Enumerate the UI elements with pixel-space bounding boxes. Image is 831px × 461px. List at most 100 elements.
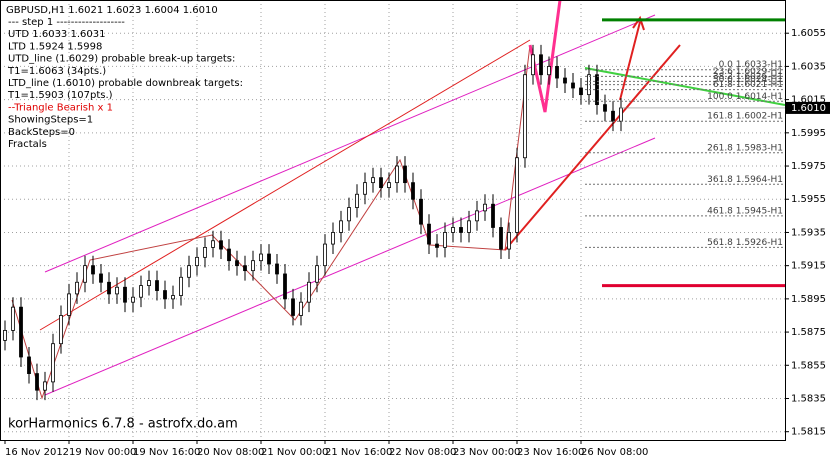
candle-body (203, 246, 207, 258)
candle-body (51, 343, 55, 383)
fib-label: 561.8 1.5926-H1 (707, 238, 783, 248)
watermark: korHarmonics 6.7.8 - astrofx.do.am (8, 417, 238, 432)
candle-body (467, 220, 471, 233)
info-line: --Triangle Bearish x 1 (8, 102, 113, 113)
candle-body (75, 281, 79, 295)
candle-body (475, 210, 479, 222)
y-tick-label: 1.6055 (791, 28, 826, 39)
candle-body (411, 182, 415, 200)
candle-body (363, 182, 367, 195)
fib-label: 100.0 1.6014-H1 (707, 92, 783, 102)
x-tick-label: 16 Nov 2012 (5, 447, 69, 458)
candle-body (619, 107, 623, 122)
y-tick-label: 1.5955 (791, 194, 826, 205)
y-tick-label: 1.5915 (791, 261, 826, 272)
info-line: LTD 1.5924 1.5998 (8, 41, 102, 52)
candle-body (507, 232, 511, 250)
info-line: Fractals (8, 139, 47, 150)
x-tick-label: 26 Nov 08:00 (581, 447, 648, 458)
candle-body (387, 182, 391, 189)
y-tick-label: 1.5995 (791, 128, 826, 139)
zigzag (11, 44, 531, 400)
candle-body (163, 290, 167, 300)
x-tick-label: 23 Nov 16:00 (517, 447, 584, 458)
candle-body (419, 198, 423, 225)
candle-body (459, 227, 463, 233)
candle-body (323, 243, 327, 267)
candle-body (531, 54, 535, 76)
candle-body (179, 276, 183, 296)
channel-line (44, 137, 656, 396)
target-arrow (619, 21, 641, 101)
candle-body (107, 281, 111, 295)
candle-body (291, 298, 295, 316)
x-tick-label: 19 Nov 00:00 (69, 447, 136, 458)
candle-body (251, 260, 255, 272)
candle-body (275, 263, 279, 275)
candle-body (171, 295, 175, 300)
candle-body (147, 280, 151, 286)
y-tick-label: 1.6035 (791, 61, 826, 72)
candle-body (435, 243, 439, 248)
y-tick-label: 1.5875 (791, 327, 826, 338)
candle-body (227, 248, 231, 262)
candle-body (131, 296, 135, 303)
candle-body (443, 232, 447, 248)
candle-body (59, 315, 63, 345)
candle-body (491, 203, 495, 228)
candle-body (555, 66, 559, 79)
grid (0, 0, 785, 440)
y-tick-label: 1.5975 (791, 161, 826, 172)
price-box (786, 101, 830, 114)
info-line: --- step 1 ------------------- (8, 17, 125, 28)
candle-body (379, 177, 383, 189)
fib-label: 261.8 1.5983-H1 (707, 143, 783, 153)
candle-body (603, 104, 607, 112)
info-line: BackSteps=0 (8, 127, 75, 138)
plot-frame (0, 0, 786, 441)
candle-body (339, 220, 343, 233)
y-tick-label: 1.5835 (791, 393, 826, 404)
candle-body (371, 177, 375, 184)
candle-body (395, 165, 399, 184)
price-label: 1.6010 (791, 103, 826, 114)
candle-body (243, 265, 247, 272)
candle-body (155, 280, 159, 291)
info-line: ShowingSteps=1 (8, 115, 93, 126)
candle-body (11, 306, 15, 331)
y-tick-label: 1.6015 (791, 95, 826, 106)
info-panel: --- step 1 -------------------UTD 1.6033… (7, 17, 243, 150)
candle-body (307, 281, 311, 303)
pattern-leg (528, 0, 562, 113)
candle-body (43, 381, 47, 391)
y-tick-label: 1.5895 (791, 294, 826, 305)
candle-body (355, 193, 359, 208)
arrow-head (632, 15, 645, 31)
candle-body (283, 273, 287, 300)
chart-title: GBPUSD,H1 1.6021 1.6023 1.6004 1.6010 (6, 5, 218, 16)
candle-body (195, 256, 199, 267)
candle-body (315, 265, 319, 283)
y-tick-label: 1.5935 (791, 227, 826, 238)
info-line: LTD_line (1.6010) probable downbreak tar… (8, 78, 243, 89)
candle-body (451, 227, 455, 233)
candle-body (139, 285, 143, 298)
y-tick-label: 1.5815 (791, 427, 826, 438)
pattern-lines (11, 0, 786, 400)
fib-label: 23.6 1.6029-H1 (713, 67, 783, 77)
candle-body (27, 356, 31, 374)
info-line: T1=1.5903 (107pts.) (7, 90, 113, 101)
candle-body (403, 165, 407, 184)
candle-body (83, 265, 87, 283)
candle-body (331, 232, 335, 245)
candle-body (91, 265, 95, 275)
info-line: T1=1.6063 (34pts.) (7, 66, 106, 77)
x-tick-label: 20 Nov 08:00 (197, 447, 264, 458)
candle-body (579, 87, 583, 96)
trend-line (39, 39, 531, 331)
candle-body (67, 293, 71, 316)
candle-body (515, 157, 519, 233)
candle-body (3, 330, 7, 341)
